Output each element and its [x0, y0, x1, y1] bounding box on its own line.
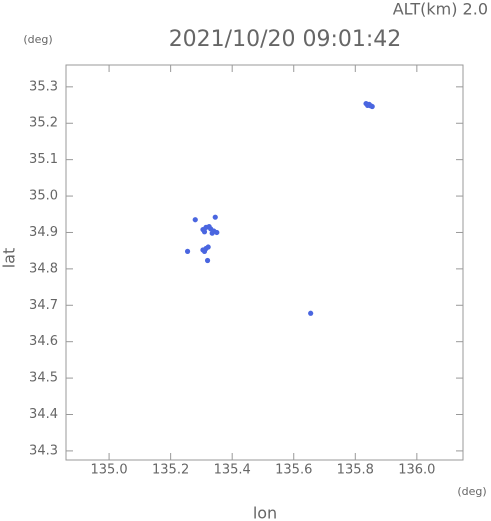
point: [214, 229, 220, 236]
x-tick-label: 135.2: [152, 463, 189, 478]
y-tick-label: 35.1: [29, 152, 58, 167]
y-tick-label: 35.3: [29, 79, 58, 94]
x-unit: (deg): [457, 485, 486, 498]
plot-frame: [65, 64, 464, 461]
point: [369, 103, 375, 110]
y-tick-label: 35.0: [29, 189, 58, 204]
x-tick-label: 135.6: [275, 463, 312, 478]
y-tick-label: 34.8: [29, 261, 58, 276]
y-tick-label: 35.2: [29, 116, 58, 131]
y-tick-label: 34.6: [29, 334, 58, 349]
point: [201, 248, 208, 254]
point: [209, 230, 215, 236]
y-tick-label: 34.4: [29, 407, 58, 422]
point: [364, 102, 371, 109]
x-tick-label: 135.0: [90, 463, 127, 478]
point: [205, 244, 211, 250]
chart-title: 2021/10/20 09:01:42: [169, 27, 402, 52]
x-axis-label: lon: [253, 504, 277, 521]
x-tick-label: 135.8: [337, 463, 374, 478]
y-tick-label: 34.9: [29, 225, 58, 240]
y-tick-label: 34.3: [29, 443, 58, 458]
point: [192, 217, 198, 223]
y-unit: (deg): [23, 33, 52, 46]
y-axis-label: lat: [0, 248, 19, 269]
point: [201, 229, 208, 235]
y-tick-label: 34.7: [29, 298, 58, 313]
point: [204, 257, 211, 264]
point: [212, 214, 218, 220]
chart-subtitle: ALT(km) 2.0: [393, 0, 488, 19]
point: [308, 310, 314, 316]
x-tick-label: 135.4: [214, 463, 251, 478]
y-tick-label: 34.5: [29, 371, 58, 386]
x-tick-label: 136.0: [398, 463, 435, 478]
point: [184, 248, 191, 254]
